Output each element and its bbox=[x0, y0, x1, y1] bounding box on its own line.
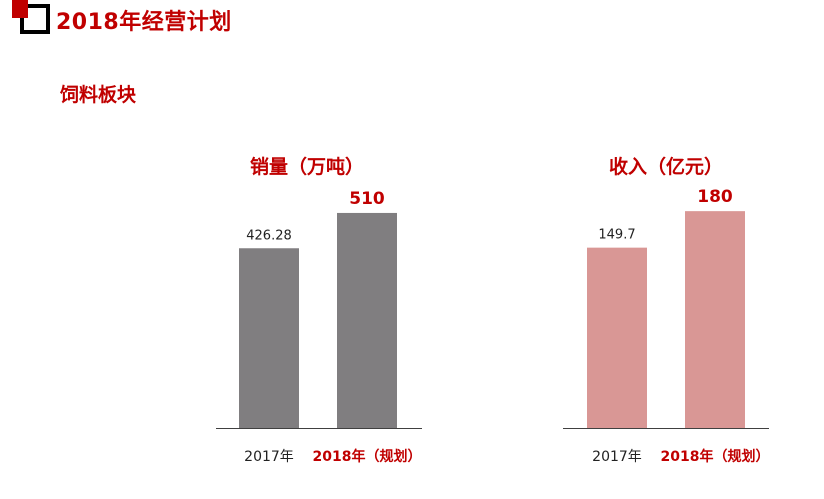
bar-0-0 bbox=[239, 248, 299, 428]
chart-title-revenue: 收入（亿元） bbox=[608, 156, 724, 178]
bar-1-1 bbox=[685, 211, 745, 428]
value-label-1-0: 149.7 bbox=[598, 228, 635, 243]
bar-1-0 bbox=[587, 247, 647, 428]
category-label-0-1: 2018年（规划） bbox=[313, 448, 422, 465]
value-label-0-0: 426.28 bbox=[246, 228, 292, 243]
bar-0-1 bbox=[337, 212, 397, 428]
category-label-1-1: 2018年（规划） bbox=[661, 448, 770, 465]
section-label: 饲料板块 bbox=[60, 84, 137, 106]
value-label-0-1: 510 bbox=[349, 189, 385, 209]
page-title: 2018年经营计划 bbox=[56, 10, 232, 35]
chart-title-sales-volume: 销量（万吨） bbox=[249, 156, 365, 178]
logo-squares-icon bbox=[12, 0, 50, 34]
category-label-1-0: 2017年 bbox=[592, 449, 642, 465]
category-label-0-0: 2017年 bbox=[244, 449, 294, 465]
value-label-1-1: 180 bbox=[697, 187, 733, 207]
